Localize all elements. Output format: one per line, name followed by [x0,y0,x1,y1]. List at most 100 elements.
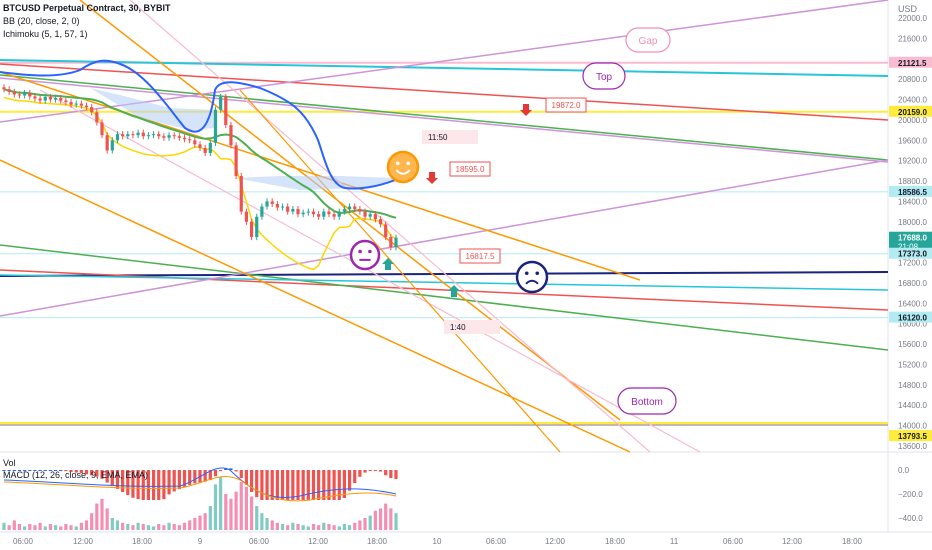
indicator-ichimoku-label[interactable]: Ichimoku (5, 1, 57, 1) [3,29,88,39]
trend-line[interactable] [0,74,889,161]
trend-line[interactable] [0,59,889,77]
candle[interactable] [306,211,310,213]
candle[interactable] [136,132,140,136]
candle[interactable] [229,124,233,146]
candle[interactable] [358,209,362,212]
candle[interactable] [265,201,269,207]
trend-line[interactable] [0,0,889,123]
candle[interactable] [95,112,99,123]
price-tag-box[interactable] [545,97,587,113]
candle[interactable] [394,237,398,248]
candle[interactable] [193,140,197,145]
candle[interactable] [373,214,377,220]
top-callout-box[interactable] [582,62,626,90]
trend-line[interactable] [0,244,889,351]
candle[interactable] [162,136,166,138]
gap-callout-box[interactable] [625,27,671,53]
candle[interactable] [74,103,78,105]
candle[interactable] [157,134,161,137]
trend-line[interactable] [0,269,889,311]
candle[interactable] [203,147,207,154]
candle[interactable] [270,201,274,204]
trend-line[interactable] [0,159,631,453]
candle[interactable] [167,135,171,138]
candle[interactable] [213,109,218,143]
candle[interactable] [255,216,259,238]
candle[interactable] [389,237,393,248]
trend-line[interactable] [0,63,889,121]
candle[interactable] [90,107,94,113]
candle[interactable] [291,209,295,212]
trend-line[interactable] [0,77,889,163]
candle[interactable] [378,219,383,225]
candle[interactable] [115,134,120,141]
candle[interactable] [53,97,58,100]
candle[interactable] [317,214,321,217]
candle[interactable] [84,105,89,108]
candle[interactable] [59,97,63,101]
candle[interactable] [38,98,42,101]
macd-label[interactable]: MACD (12, 26, close, 9, EMA, EMA) [3,470,149,480]
trend-line[interactable] [0,271,889,277]
candle[interactable] [239,175,243,212]
candle[interactable] [69,102,73,105]
candle[interactable] [182,137,187,140]
bottom-callout-box[interactable] [617,387,677,415]
candle[interactable] [342,209,347,212]
candle[interactable] [219,96,223,110]
candle[interactable] [28,92,32,97]
candle[interactable] [311,211,316,215]
candle[interactable] [43,96,47,101]
candle[interactable] [12,91,16,95]
candle[interactable] [126,134,130,137]
candle[interactable] [322,211,326,217]
candle[interactable] [64,100,68,103]
volume-label[interactable]: Vol [3,458,16,468]
candle[interactable] [249,221,254,238]
candle[interactable] [280,206,285,208]
candle[interactable] [2,87,6,90]
candle[interactable] [48,96,53,100]
candle[interactable] [23,92,27,96]
candle[interactable] [188,139,192,141]
candle[interactable] [100,122,104,136]
trend-line[interactable] [39,89,701,453]
price-tag-box[interactable] [449,161,491,177]
indicator-bb-label[interactable]: BB (20, close, 2, 0) [3,16,80,26]
candle[interactable] [7,89,11,92]
candle[interactable] [244,211,249,222]
candle[interactable] [363,211,367,217]
candle[interactable] [327,211,331,215]
candle[interactable] [301,212,305,215]
candle[interactable] [208,142,212,154]
candle[interactable] [368,214,372,217]
trend-line[interactable] [0,159,889,317]
candle[interactable] [131,134,135,136]
candle[interactable] [121,134,125,137]
candle[interactable] [17,94,22,96]
candle[interactable] [286,206,290,212]
candle[interactable] [353,206,357,210]
price-tag-box[interactable] [459,248,501,264]
candle[interactable] [347,206,352,210]
candle[interactable] [337,211,341,217]
candle[interactable] [224,96,228,125]
candle[interactable] [110,140,114,151]
trend-line[interactable] [239,89,561,453]
candle[interactable] [33,96,37,99]
candle[interactable] [275,203,279,208]
candle[interactable] [141,132,145,137]
candle[interactable] [79,103,83,106]
candle[interactable] [260,206,264,217]
candle[interactable] [198,144,202,148]
candle[interactable] [177,136,181,138]
candle[interactable] [172,135,176,137]
candle[interactable] [332,214,336,217]
candle[interactable] [151,134,156,136]
candle[interactable] [296,209,300,215]
candle[interactable] [384,224,388,238]
candle[interactable] [234,145,238,176]
candle[interactable] [146,135,151,137]
candle[interactable] [105,135,109,151]
